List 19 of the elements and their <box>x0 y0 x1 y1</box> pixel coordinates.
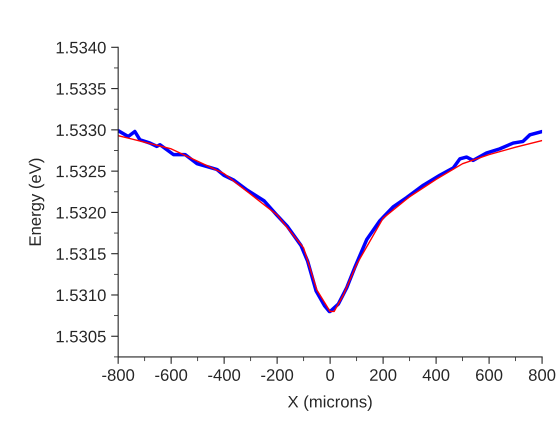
x-tick-label: -200 <box>261 369 294 381</box>
y-tick-label: 1.5335 <box>56 82 106 95</box>
x-tick-label: -400 <box>208 369 240 381</box>
x-tick-label: 800 <box>528 369 556 381</box>
y-tick-label: 1.5305 <box>56 330 106 342</box>
x-tick-label: 0 <box>326 369 334 381</box>
y-tick-label: 1.5320 <box>56 206 106 219</box>
x-tick-label: 200 <box>370 369 396 381</box>
y-axis-title: Energy (eV) <box>28 158 44 246</box>
y-tick-label: 1.5325 <box>56 166 106 178</box>
x-tick-label: -800 <box>102 369 134 381</box>
y-tick-label: 1.5330 <box>56 124 106 136</box>
x-tick-label: 600 <box>476 369 502 381</box>
x-tick-label: -600 <box>155 369 188 381</box>
y-tick-label: 1.5315 <box>56 248 106 260</box>
y-tick-label: 1.5310 <box>56 289 106 302</box>
y-tick-label: 1.5340 <box>56 42 106 54</box>
x-axis-title: X (microns) <box>288 395 372 411</box>
x-tick-label: 400 <box>422 369 450 381</box>
